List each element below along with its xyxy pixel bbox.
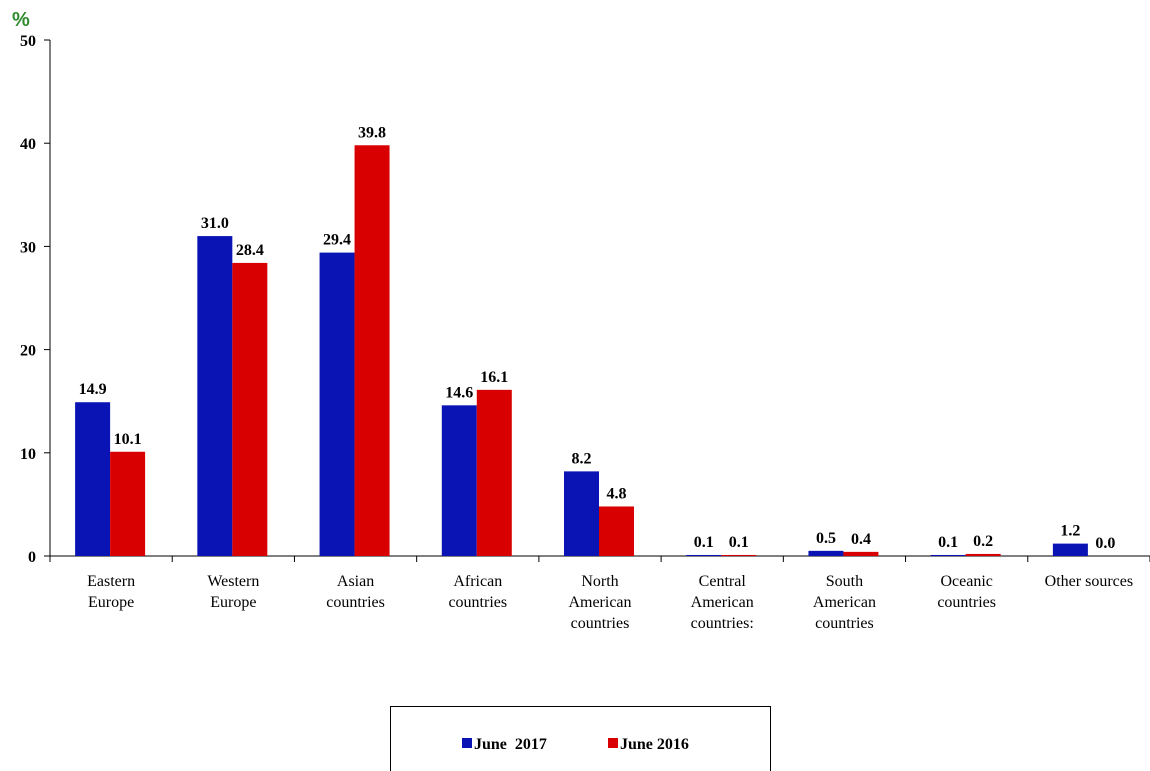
value-label: 31.0 (201, 215, 229, 232)
bar (843, 551, 879, 556)
value-label: 29.4 (323, 232, 351, 249)
legend-swatch (462, 738, 472, 748)
value-label: 0.0 (1095, 535, 1115, 552)
value-label: 28.4 (236, 242, 264, 259)
value-label: 14.6 (445, 384, 473, 401)
legend-label: June 2017 (474, 736, 547, 753)
bar (476, 389, 512, 556)
value-label: 4.8 (607, 485, 627, 502)
value-label: 10.1 (114, 431, 142, 448)
bar (232, 262, 268, 556)
x-tick-label: South American countries (813, 573, 876, 632)
value-label: 0.4 (851, 531, 871, 548)
y-axis-label: % (12, 9, 30, 31)
value-label: 0.5 (816, 530, 836, 547)
x-tick-label: Western Europe (207, 573, 259, 611)
value-label: 0.1 (694, 534, 714, 551)
bar (441, 405, 477, 556)
bar (599, 506, 634, 556)
bar (564, 471, 599, 556)
y-tick-label: 10 (20, 446, 36, 463)
x-tick-label: Eastern Europe (87, 573, 135, 611)
bar (110, 451, 146, 556)
bar (721, 554, 757, 556)
x-tick-label: Oceanic countries (937, 573, 996, 611)
bar (930, 554, 966, 556)
x-tick-label: Asian countries (326, 573, 385, 611)
value-label: 1.2 (1060, 523, 1080, 540)
bar (1052, 543, 1088, 556)
y-tick-label: 50 (20, 33, 36, 50)
bar (354, 145, 390, 556)
x-tick-label: African countries (448, 573, 507, 611)
value-label: 0.2 (973, 533, 993, 550)
y-tick-label: 0 (28, 549, 36, 566)
x-tick-label: Central American countries: (691, 573, 754, 632)
bar (197, 236, 233, 556)
x-tick-label: Other sources (1045, 573, 1133, 590)
legend-label: June 2016 (620, 736, 689, 753)
value-label: 14.9 (79, 381, 107, 398)
bar (808, 550, 844, 556)
x-tick-label: North American countries (568, 573, 631, 632)
bar (75, 402, 111, 556)
value-label: 0.1 (938, 534, 958, 551)
bar (965, 553, 1001, 556)
value-label: 8.2 (572, 450, 592, 467)
y-tick-label: 30 (20, 239, 36, 256)
y-tick-label: 40 (20, 136, 36, 153)
bar (686, 554, 722, 556)
legend-box (390, 706, 771, 771)
legend-swatch (608, 738, 618, 748)
value-label: 16.1 (480, 369, 508, 386)
value-label: 0.1 (729, 534, 749, 551)
bar (319, 252, 355, 557)
value-label: 39.8 (358, 124, 386, 141)
y-tick-label: 20 (20, 343, 36, 360)
